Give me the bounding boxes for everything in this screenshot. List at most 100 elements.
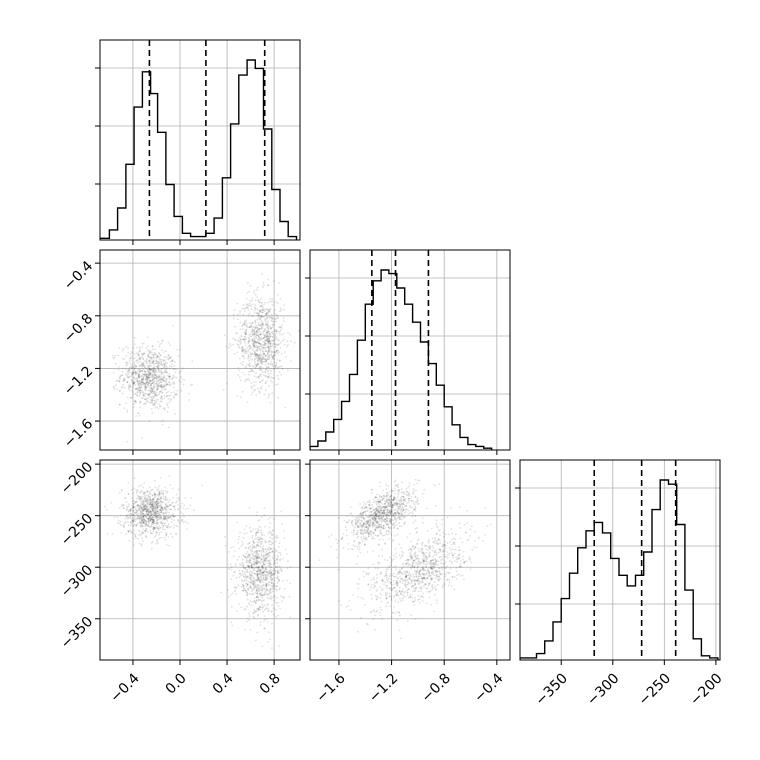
sample-point: [146, 502, 149, 504]
sample-point: [150, 357, 152, 359]
sample-point: [384, 507, 386, 510]
sample-point: [260, 551, 263, 553]
sample-point: [278, 578, 280, 581]
sample-point: [253, 569, 256, 572]
sample-point: [274, 346, 277, 348]
sample-point: [123, 407, 126, 410]
sample-point: [435, 573, 438, 576]
sample-point: [151, 521, 154, 524]
sample-point: [374, 527, 377, 529]
sample-point: [435, 533, 438, 535]
sample-point: [176, 525, 179, 528]
sample-point: [384, 572, 387, 574]
sample-point: [383, 511, 386, 514]
sample-point: [158, 493, 161, 496]
sample-point: [128, 509, 131, 511]
sample-point: [256, 575, 259, 577]
sample-point: [255, 592, 258, 595]
sample-point: [271, 550, 274, 553]
sample-point: [157, 367, 159, 369]
sample-point: [265, 331, 268, 334]
sample-point: [135, 387, 138, 390]
sample-point: [257, 566, 260, 569]
sample-point: [142, 376, 145, 378]
sample-point: [411, 565, 413, 568]
sample-point: [376, 577, 378, 580]
sample-point: [260, 553, 263, 555]
sample-point: [184, 497, 187, 500]
sample-point: [164, 369, 167, 372]
sample-point: [260, 345, 263, 347]
sample-point: [239, 328, 242, 331]
sample-point: [151, 516, 153, 519]
sample-point: [270, 320, 273, 322]
sample-point: [152, 498, 155, 501]
sample-point: [147, 353, 150, 355]
sample-point: [255, 599, 258, 601]
sample-point: [156, 527, 159, 530]
sample-point: [266, 571, 268, 573]
sample-point: [261, 538, 264, 540]
sample-point: [169, 504, 171, 507]
sample-point: [142, 508, 145, 511]
sample-point: [154, 394, 157, 397]
sample-point: [385, 516, 388, 519]
sample-point: [409, 596, 412, 599]
sample-point: [155, 506, 157, 509]
sample-point: [149, 386, 152, 389]
sample-point: [360, 513, 362, 516]
sample-point: [263, 556, 266, 559]
sample-point: [157, 368, 160, 371]
sample-point: [258, 580, 261, 583]
sample-point: [127, 516, 129, 518]
sample-point: [154, 486, 156, 489]
sample-point: [150, 518, 152, 521]
sample-point: [271, 381, 273, 384]
sample-point: [161, 398, 164, 401]
sample-point: [146, 500, 149, 502]
sample-point: [244, 571, 247, 573]
sample-point: [279, 307, 282, 310]
sample-point: [148, 500, 151, 503]
sample-point: [256, 330, 259, 332]
sample-point: [277, 396, 280, 399]
sample-point: [139, 350, 141, 352]
sample-point: [378, 500, 380, 503]
sample-point: [154, 511, 157, 514]
sample-point: [233, 571, 236, 574]
sample-point: [385, 516, 388, 518]
sample-point: [120, 514, 122, 517]
sample-point: [257, 598, 260, 601]
sample-point: [288, 595, 291, 598]
sample-point: [262, 315, 264, 318]
sample-point: [267, 284, 269, 287]
sample-point: [159, 509, 162, 512]
sample-point: [151, 508, 154, 511]
sample-point: [256, 586, 258, 589]
sample-point: [394, 503, 396, 506]
sample-point: [270, 362, 273, 365]
sample-point: [178, 498, 180, 501]
sample-point: [252, 577, 255, 579]
sample-point: [163, 407, 166, 410]
sample-point: [146, 379, 149, 381]
sample-point: [135, 415, 138, 417]
sample-point: [242, 348, 244, 351]
sample-point: [271, 345, 273, 348]
sample-point: [158, 393, 160, 395]
sample-point: [275, 534, 278, 537]
sample-point: [140, 524, 143, 527]
sample-point: [163, 536, 166, 539]
panel-frame: [309, 249, 511, 451]
sample-point: [266, 312, 269, 314]
sample-point: [283, 597, 285, 599]
sample-point: [367, 529, 370, 531]
sample-point: [262, 353, 265, 356]
sample-point: [132, 525, 135, 527]
sample-point: [438, 567, 441, 570]
sample-point: [260, 297, 262, 300]
sample-point: [142, 506, 145, 509]
sample-point: [275, 317, 277, 320]
sample-point: [146, 525, 149, 527]
sample-point: [414, 618, 417, 620]
